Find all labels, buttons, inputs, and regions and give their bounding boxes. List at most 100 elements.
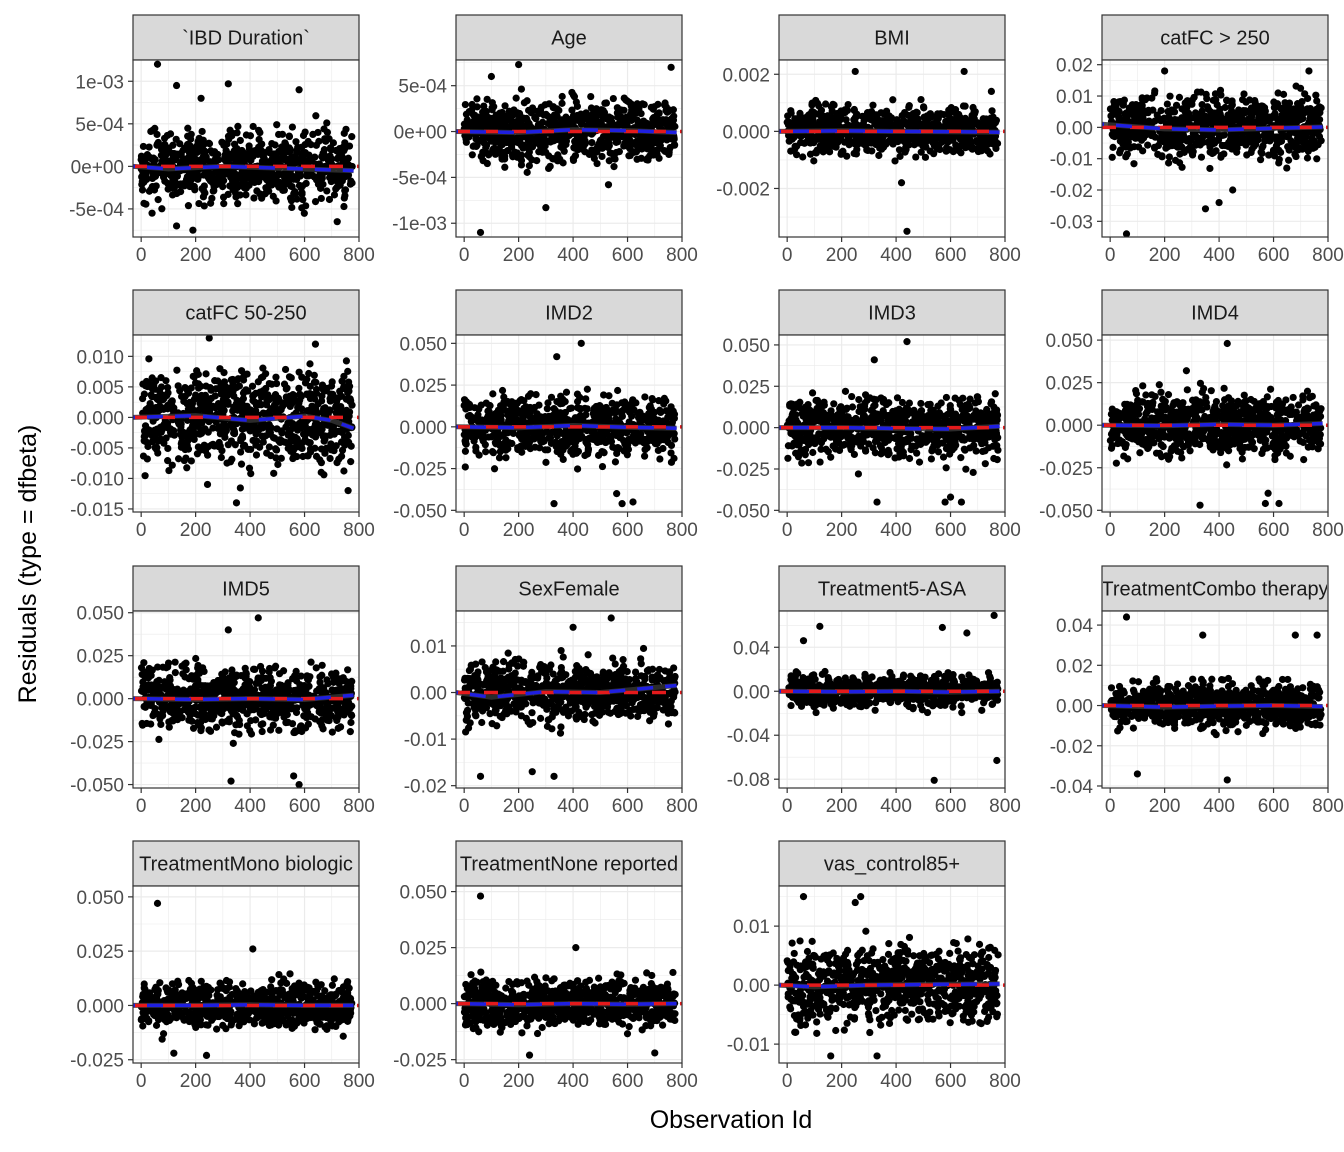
data-point bbox=[259, 373, 267, 381]
data-point bbox=[245, 464, 254, 472]
data-point bbox=[501, 163, 509, 171]
data-point bbox=[603, 430, 611, 438]
fit-lines bbox=[133, 413, 359, 431]
data-point bbox=[633, 100, 641, 108]
data-point bbox=[230, 403, 238, 411]
data-point bbox=[569, 156, 578, 164]
data-point bbox=[648, 394, 656, 403]
data-point bbox=[523, 168, 531, 176]
data-point bbox=[659, 417, 668, 425]
data-point bbox=[249, 122, 257, 131]
facet-strip-label: `IBD Duration` bbox=[182, 28, 310, 50]
data-point bbox=[615, 119, 624, 127]
data-point bbox=[629, 498, 637, 506]
data-point bbox=[1265, 151, 1273, 159]
data-point bbox=[506, 109, 515, 117]
data-point bbox=[641, 393, 649, 401]
data-point bbox=[661, 101, 669, 109]
data-point bbox=[549, 103, 557, 112]
data-point bbox=[1281, 99, 1289, 107]
data-point bbox=[509, 153, 517, 161]
data-point bbox=[250, 194, 258, 202]
data-point bbox=[1207, 108, 1215, 116]
x-tick-label: 600 bbox=[1258, 245, 1290, 266]
data-point bbox=[183, 154, 192, 162]
data-point bbox=[622, 96, 630, 104]
data-point bbox=[270, 469, 278, 477]
data-point bbox=[168, 461, 176, 469]
data-point bbox=[466, 122, 474, 130]
data-point bbox=[502, 454, 510, 462]
data-point bbox=[347, 442, 355, 450]
data-point bbox=[612, 401, 620, 409]
data-point bbox=[216, 173, 224, 181]
data-point bbox=[1286, 113, 1294, 122]
x-tick-label: 200 bbox=[180, 245, 212, 266]
data-point bbox=[579, 139, 588, 147]
data-point bbox=[495, 148, 503, 156]
data-point bbox=[298, 439, 306, 447]
facet-panels: `IBD Duration`0 200 400 600 800-5e-040e+005e… bbox=[69, 14, 1344, 1092]
data-point bbox=[342, 357, 351, 365]
data-point bbox=[306, 360, 314, 368]
data-point bbox=[200, 182, 208, 190]
data-point bbox=[1138, 101, 1146, 110]
data-point bbox=[262, 384, 270, 393]
data-point bbox=[508, 143, 516, 151]
data-point bbox=[142, 406, 150, 414]
data-point bbox=[281, 140, 290, 148]
data-point bbox=[501, 152, 509, 160]
data-point bbox=[212, 156, 220, 164]
y-tick-label: 0.025 bbox=[399, 376, 447, 397]
x-tick-label: 600 bbox=[612, 245, 644, 266]
data-point bbox=[655, 154, 663, 162]
data-point bbox=[791, 145, 799, 153]
data-point bbox=[502, 436, 510, 444]
data-point bbox=[473, 103, 481, 111]
data-point bbox=[265, 187, 273, 195]
data-point bbox=[640, 452, 649, 460]
data-point bbox=[273, 121, 281, 129]
data-point bbox=[947, 104, 955, 112]
data-point bbox=[1279, 90, 1288, 98]
data-point bbox=[513, 399, 521, 407]
data-point bbox=[505, 411, 514, 419]
data-point bbox=[503, 138, 511, 147]
data-point bbox=[232, 193, 240, 201]
data-point bbox=[648, 436, 657, 445]
data-point bbox=[577, 339, 585, 347]
data-point bbox=[274, 171, 283, 179]
data-point bbox=[844, 100, 852, 109]
data-point bbox=[495, 434, 503, 442]
data-point bbox=[274, 460, 282, 469]
data-point bbox=[348, 133, 356, 141]
facet-strip-label: catFC 50-250 bbox=[185, 303, 306, 325]
data-point bbox=[567, 116, 575, 125]
data-point bbox=[172, 81, 181, 90]
data-point bbox=[225, 150, 233, 158]
data-point bbox=[239, 389, 248, 397]
data-point bbox=[211, 377, 219, 385]
data-point bbox=[588, 138, 596, 147]
data-point bbox=[332, 171, 341, 179]
data-point bbox=[810, 121, 818, 129]
data-point bbox=[489, 431, 497, 439]
data-point bbox=[163, 391, 171, 400]
data-point bbox=[604, 181, 613, 189]
data-point bbox=[305, 369, 313, 378]
data-point bbox=[1261, 137, 1269, 145]
fitted-trend-line bbox=[133, 164, 354, 173]
data-point bbox=[660, 400, 668, 408]
data-point bbox=[528, 106, 537, 114]
data-point bbox=[948, 117, 956, 125]
data-point bbox=[342, 125, 350, 133]
y-tick-label: 0.000 bbox=[722, 122, 770, 143]
data-point bbox=[501, 429, 509, 437]
data-point bbox=[541, 101, 549, 109]
data-point bbox=[163, 131, 171, 140]
data-point bbox=[544, 119, 552, 128]
data-point bbox=[1308, 134, 1316, 142]
data-point bbox=[1213, 101, 1221, 109]
data-point bbox=[311, 340, 320, 348]
data-point bbox=[187, 135, 195, 143]
